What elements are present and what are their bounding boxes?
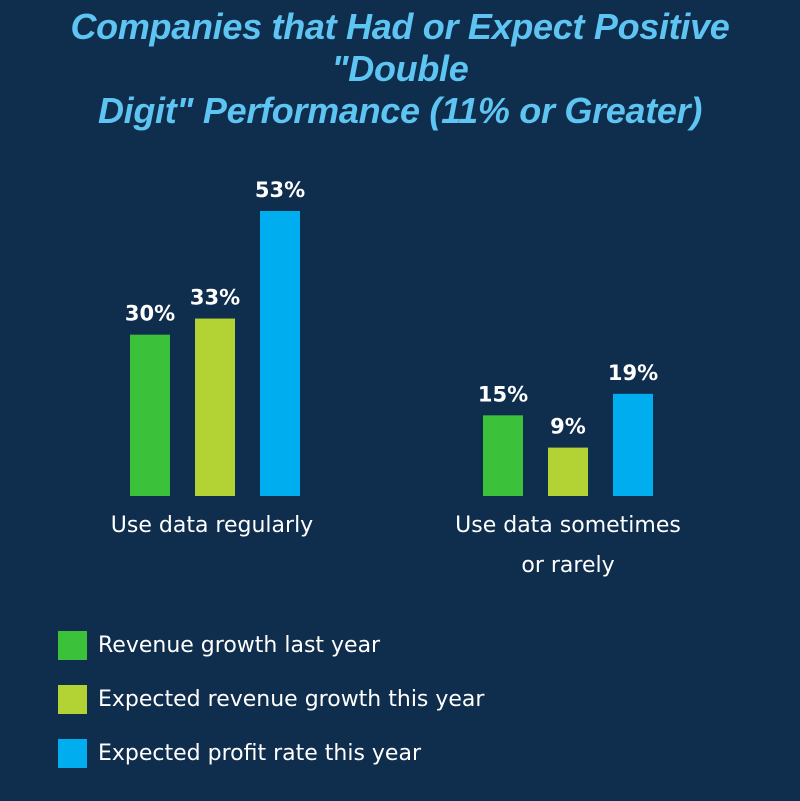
legend-item-expected-revenue-growth: Expected revenue growth this year [58, 672, 484, 726]
data-label: 53% [255, 178, 305, 202]
bar [613, 393, 653, 496]
legend-swatch-expected-profit-rate [58, 738, 87, 768]
chart-title-line-2: Digit" Performance (11% or Greater) [97, 90, 703, 131]
category-label: or rarely [521, 553, 614, 578]
bar [548, 447, 588, 496]
legend-label: Revenue growth last year [98, 632, 381, 658]
bar-chart: 30% 33% 53% Use data regularly 15% 9% 19% Use d… [111, 178, 681, 578]
legend-label: Expected profit rate this year [98, 740, 421, 766]
legend: Revenue growth last year Expected revenu… [58, 618, 484, 780]
chart-title: Companies that Had or Expect Positive "D… [0, 6, 800, 132]
legend-swatch-revenue-growth-last-year [58, 630, 87, 660]
data-label: 30% [125, 302, 175, 326]
bar [195, 318, 235, 496]
category-label: Use data regularly [111, 513, 313, 538]
legend-swatch-expected-revenue-growth [58, 684, 87, 714]
category-label: Use data sometimes [455, 513, 681, 538]
legend-item-expected-profit-rate: Expected profit rate this year [58, 726, 484, 780]
bar [483, 415, 523, 496]
data-label: 15% [478, 382, 528, 406]
bar [130, 334, 170, 496]
legend-label: Expected revenue growth this year [98, 686, 485, 712]
data-label: 19% [608, 361, 658, 385]
bar [260, 211, 300, 496]
data-label: 9% [550, 415, 586, 439]
data-label: 33% [190, 286, 240, 310]
chart-title-line-1: Companies that Had or Expect Positive "D… [70, 6, 730, 89]
legend-item-revenue-growth-last-year: Revenue growth last year [58, 618, 484, 672]
